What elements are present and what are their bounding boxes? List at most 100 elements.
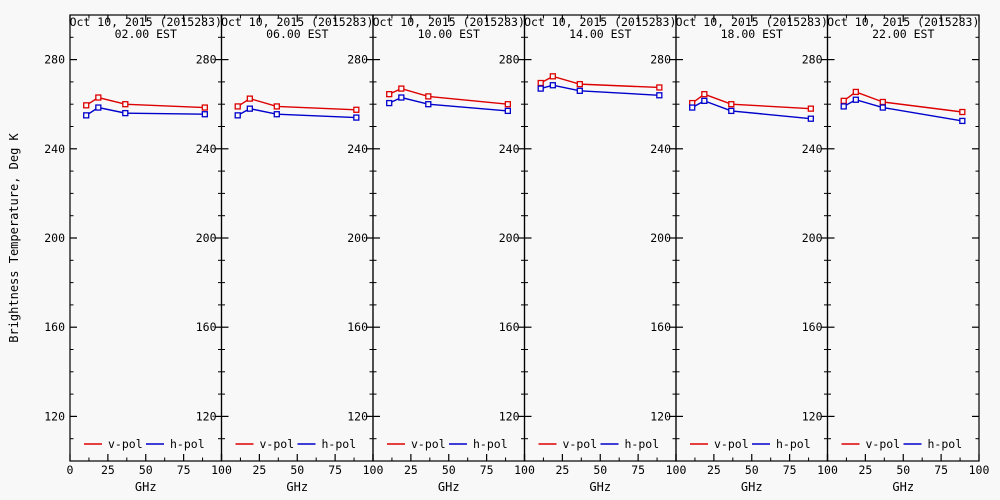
- legend-h-pol-label: h-pol: [776, 437, 811, 451]
- h-pol-marker: [234, 112, 241, 119]
- panel-title: Oct 10, 2015 (2015283): [827, 15, 979, 29]
- v-pol-marker: [840, 97, 847, 105]
- panel-subtitle: 10.00 EST: [418, 27, 480, 41]
- x-tick-label: 50: [593, 463, 607, 477]
- x-tick-label: 75: [934, 463, 948, 477]
- v-pol-marker: [95, 94, 102, 101]
- y-tick-label: 160: [196, 320, 217, 334]
- x-tick-label: 75: [480, 463, 494, 477]
- h-pol-marker: [689, 104, 696, 111]
- y-tick-label: 200: [499, 231, 520, 245]
- h-pol-marker: [95, 104, 102, 111]
- v-pol-marker: [852, 88, 859, 96]
- y-tick-label: 240: [802, 142, 823, 156]
- x-axis-label: GHz: [589, 480, 611, 494]
- panel-border: [826, 14, 980, 462]
- h-pol-line: [85, 106, 205, 116]
- v-pol-marker: [576, 80, 583, 88]
- y-tick-label: 280: [650, 53, 671, 67]
- panel-1400: 280 240 200 160 120 25 50 75 100 GHz Oct 10, 2015 …: [499, 14, 687, 494]
- panel-title: Oct 10, 2015 (2015283): [524, 15, 676, 29]
- panel-subtitle: 18.00 EST: [721, 27, 783, 41]
- x-tick-label: 75: [328, 463, 342, 477]
- v-pol-marker: [398, 85, 405, 92]
- h-pol-marker: [852, 96, 859, 103]
- v-pol-marker: [386, 91, 393, 98]
- h-pol-marker: [879, 104, 886, 111]
- legend-v-pol-label: v-pol: [866, 437, 901, 451]
- v-pol-marker: [537, 79, 544, 87]
- legend-v-pol-label: v-pol: [260, 437, 295, 451]
- h-pol-marker: [246, 105, 253, 112]
- h-pol-marker: [83, 112, 90, 119]
- v-pol-marker: [83, 102, 90, 109]
- y-tick-label: 200: [347, 231, 368, 245]
- h-pol-line: [691, 100, 811, 120]
- h-pol-marker: [504, 107, 511, 115]
- v-pol-line: [691, 93, 811, 110]
- h-pol-marker: [807, 115, 814, 122]
- x-tick-label: 25: [555, 463, 569, 477]
- v-pol-marker: [728, 101, 735, 108]
- x-tick-label: 50: [290, 463, 304, 477]
- v-pol-marker: [353, 106, 360, 113]
- x-tick-label: 0: [67, 463, 74, 477]
- legend-h-pol-label: h-pol: [322, 437, 357, 451]
- y-tick-label: 240: [44, 142, 65, 156]
- panel-title: Oct 10, 2015 (2015283): [676, 15, 828, 29]
- y-tick-label: 160: [802, 320, 823, 334]
- h-pol-marker: [273, 111, 280, 118]
- y-tick-label: 280: [499, 53, 520, 67]
- y-tick-label: 200: [802, 231, 823, 245]
- x-tick-label: 50: [896, 463, 910, 477]
- panels-group: 280 240 200 160 120 0 25 50 75 100 GHz Oct 10, 2015…: [44, 14, 989, 494]
- h-pol-marker: [576, 87, 583, 94]
- v-pol-marker: [807, 105, 814, 112]
- legend-v-pol-label: v-pol: [411, 437, 446, 451]
- legend-h-pol-label: h-pol: [170, 437, 205, 451]
- h-pol-line: [540, 84, 660, 96]
- x-tick-label: 100: [666, 463, 687, 477]
- panel-1000: 280 240 200 160 120 25 50 75 100 GHz Oct 10, 2015 …: [347, 14, 535, 494]
- y-tick-label: 240: [650, 142, 671, 156]
- y-tick-label: 280: [44, 53, 65, 67]
- x-axis-label: GHz: [286, 480, 308, 494]
- legend-h-pol-label: h-pol: [625, 437, 660, 451]
- y-tick-label: 280: [802, 53, 823, 67]
- h-pol-marker: [840, 103, 847, 110]
- y-tick-label: 240: [499, 142, 520, 156]
- x-tick-label: 100: [514, 463, 535, 477]
- y-tick-label: 120: [347, 409, 368, 423]
- y-tick-label: 120: [650, 409, 671, 423]
- x-tick-label: 75: [631, 463, 645, 477]
- h-pol-marker: [549, 82, 556, 89]
- panel-title: Oct 10, 2015 (2015283): [221, 15, 373, 29]
- y-tick-label: 160: [499, 320, 520, 334]
- h-pol-marker: [398, 94, 405, 101]
- v-pol-marker: [504, 101, 511, 108]
- x-tick-label: 50: [745, 463, 759, 477]
- x-tick-label: 100: [817, 463, 838, 477]
- y-tick-label: 120: [802, 409, 823, 423]
- legend-v-pol-label: v-pol: [108, 437, 143, 451]
- x-axis-label: GHz: [135, 480, 157, 494]
- h-pol-marker: [201, 111, 208, 118]
- panel-title: Oct 10, 2015 (2015283): [70, 15, 222, 29]
- v-pol-line: [843, 91, 963, 113]
- panel-title: Oct 10, 2015 (2015283): [373, 15, 525, 29]
- v-pol-marker: [549, 73, 556, 80]
- v-pol-marker: [122, 101, 129, 108]
- y-axis-title: Brightness Temperature, Deg K: [7, 132, 21, 342]
- h-pol-marker: [537, 85, 544, 92]
- y-tick-label: 160: [347, 320, 368, 334]
- v-pol-marker: [701, 91, 708, 98]
- h-pol-line: [843, 98, 963, 122]
- y-tick-label: 200: [44, 231, 65, 245]
- y-tick-label: 240: [347, 142, 368, 156]
- x-tick-label: 75: [177, 463, 191, 477]
- x-tick-label: 75: [783, 463, 797, 477]
- legend-v-pol-label: v-pol: [714, 437, 749, 451]
- x-tick-label: 100: [363, 463, 384, 477]
